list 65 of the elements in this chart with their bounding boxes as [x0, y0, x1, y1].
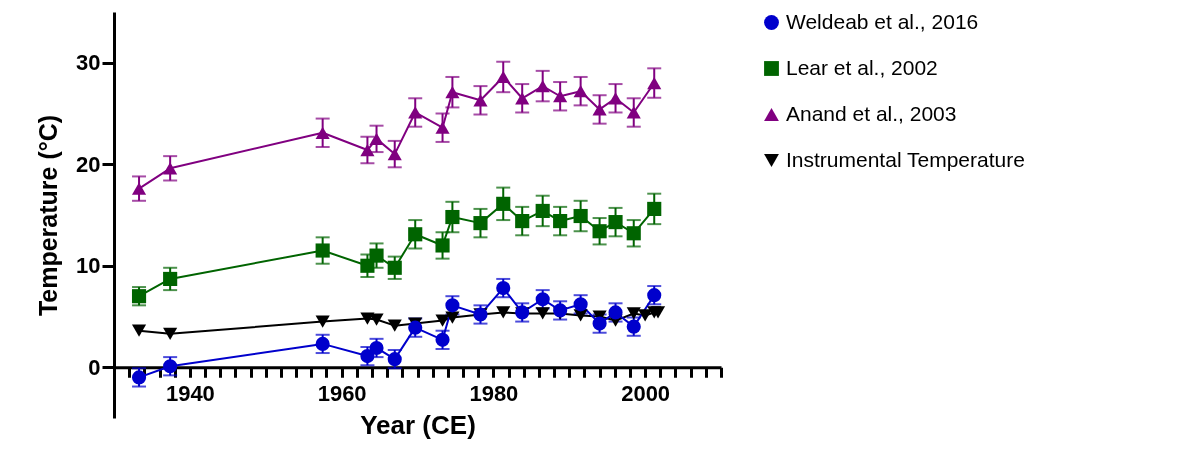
point: [496, 70, 511, 84]
x-tick-label: 2000: [621, 380, 671, 406]
point: [131, 182, 147, 195]
y-tick-label: 20: [76, 151, 101, 177]
point: [496, 196, 511, 211]
point: [315, 126, 330, 139]
point: [553, 90, 568, 103]
x-tick-label: 1940: [165, 380, 215, 406]
point: [163, 271, 178, 287]
point: [369, 313, 384, 326]
point: [435, 121, 450, 134]
point: [592, 224, 607, 239]
point: [473, 216, 488, 231]
x-tick-label: 1980: [469, 380, 519, 406]
point: [315, 243, 330, 258]
y-tick-label: 0: [88, 354, 101, 380]
legend-label: Anand et al., 2003: [786, 101, 957, 125]
point: [163, 162, 178, 175]
legend-label: Instrumental Temperature: [786, 147, 1025, 171]
point: [387, 319, 402, 332]
point: [369, 132, 384, 145]
point: [626, 226, 641, 241]
point: [445, 86, 460, 99]
point: [608, 215, 623, 230]
point: [638, 309, 653, 322]
point: [315, 315, 330, 328]
point: [473, 94, 488, 107]
point: [315, 336, 330, 351]
point: [360, 349, 375, 364]
point: [535, 203, 550, 219]
point: [535, 307, 550, 320]
point: [535, 79, 550, 93]
point: [445, 209, 460, 225]
point: [435, 314, 450, 327]
point: [626, 307, 641, 320]
y-tick-label: 30: [76, 50, 101, 76]
legend-label: Weldeab et al., 2016: [786, 9, 979, 33]
point: [408, 106, 423, 119]
point: [496, 306, 511, 319]
point: [387, 147, 402, 161]
point: [515, 92, 530, 105]
point: [387, 260, 402, 275]
x-axis-title: Year (CE): [360, 409, 476, 440]
point: [647, 201, 662, 216]
point: [626, 106, 641, 119]
point: [553, 214, 568, 229]
y-axis-title: Temperature (°C): [34, 114, 63, 317]
point: [608, 92, 623, 105]
point: [647, 76, 662, 90]
point: [650, 306, 666, 319]
point: [445, 311, 460, 324]
y-tick-label: 10: [76, 253, 101, 279]
point: [515, 214, 530, 229]
point: [573, 85, 588, 98]
point: [369, 248, 384, 263]
point: [163, 327, 178, 340]
point: [408, 227, 423, 242]
point: [131, 324, 147, 337]
x-tick-label: 1960: [317, 380, 367, 406]
point: [496, 281, 511, 296]
point: [360, 143, 375, 157]
point: [435, 238, 450, 253]
legend-label: Lear et al., 2002: [786, 55, 938, 79]
point: [573, 208, 588, 224]
point: [592, 103, 607, 116]
